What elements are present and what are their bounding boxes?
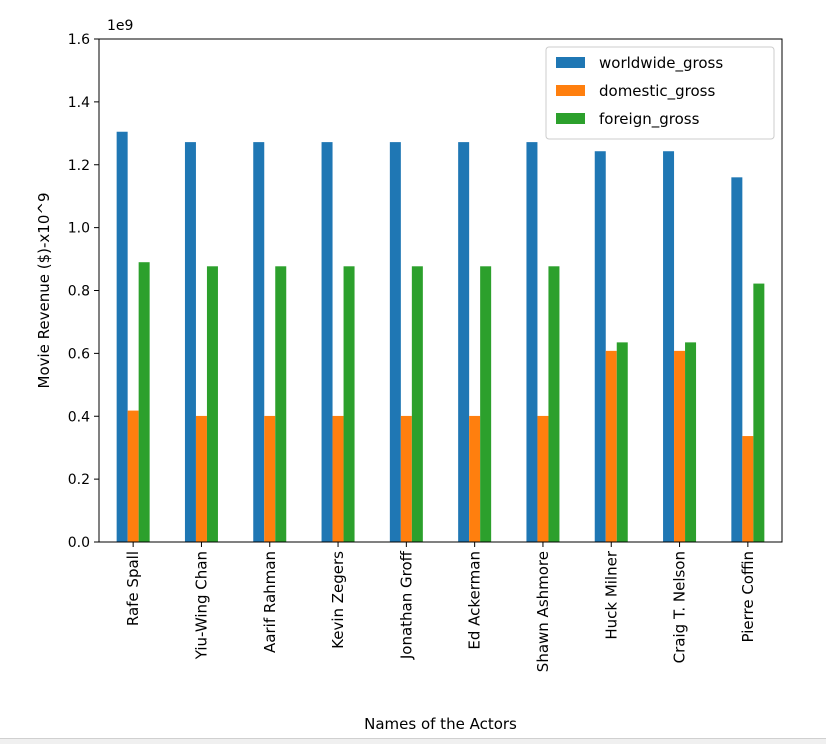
- y-tick-label: 0.4: [68, 409, 90, 425]
- bar-domestic-gross-1: [195, 415, 207, 542]
- y-tick-label: 0.6: [68, 346, 90, 362]
- legend-swatch-foreign-gross: [556, 113, 585, 124]
- legend-label-worldwide-gross: worldwide_gross: [599, 54, 723, 73]
- legend-label-foreign-gross: foreign_gross: [599, 110, 700, 129]
- y-tick-label: 1.0: [68, 221, 90, 237]
- y-tick-label: 0.0: [68, 535, 90, 551]
- bar-domestic-gross-7: [605, 350, 617, 542]
- x-tick-label: Huck Milner: [602, 550, 620, 640]
- legend-swatch-domestic-gross: [556, 85, 585, 96]
- x-tick-label: Rafe Spall: [124, 551, 142, 626]
- x-axis: Rafe Spall Yiu-Wing Chan Aarif Rahman Kevin…: [124, 542, 757, 672]
- x-tick-label: Ed Ackerman: [466, 551, 484, 650]
- bar-domestic-gross-0: [127, 410, 139, 542]
- x-tick-label: Pierre Coffin: [739, 551, 757, 643]
- bar-foreign-gross-4: [411, 266, 423, 542]
- y-tick-label: 0.2: [68, 472, 90, 488]
- window-bottom-edge: [0, 738, 826, 744]
- x-tick-label: Shawn Ashmore: [534, 551, 552, 672]
- bar-worldwide-gross-7: [594, 151, 606, 542]
- bar-foreign-gross-6: [548, 266, 560, 542]
- bar-domestic-gross-3: [332, 415, 344, 542]
- x-tick-label: Jonathan Groff: [397, 550, 415, 660]
- y-tick-label: 1.6: [68, 32, 90, 48]
- bar-domestic-gross-2: [264, 415, 276, 542]
- y-axis: 0.0 0.2 0.4 0.6 0.8 1.0 1.2 1.4 1.6: [68, 32, 99, 551]
- bar-domestic-gross-4: [400, 415, 412, 542]
- x-tick-label: Kevin Zegers: [329, 551, 347, 649]
- bar-worldwide-gross-0: [116, 131, 128, 542]
- bar-worldwide-gross-1: [184, 142, 196, 543]
- legend-swatch-worldwide-gross: [556, 57, 585, 68]
- bar-domestic-gross-8: [674, 350, 686, 542]
- bar-worldwide-gross-9: [731, 177, 743, 542]
- bar-worldwide-gross-3: [321, 142, 333, 543]
- bar-worldwide-gross-6: [526, 142, 538, 543]
- legend-label-domestic-gross: domestic_gross: [599, 82, 716, 101]
- bars-group: [116, 131, 765, 543]
- x-tick-label: Craig T. Nelson: [671, 551, 689, 663]
- bar-foreign-gross-8: [685, 342, 697, 542]
- y-tick-label: 1.4: [68, 95, 90, 111]
- bar-foreign-gross-7: [616, 342, 628, 542]
- x-tick-label: Aarif Rahman: [261, 551, 279, 653]
- bar-worldwide-gross-8: [663, 151, 675, 542]
- bar-foreign-gross-1: [206, 266, 218, 542]
- plot-frame: [98, 38, 783, 543]
- bar-foreign-gross-3: [343, 266, 355, 542]
- y-offset-text: 1e9: [107, 18, 133, 34]
- bar-foreign-gross-5: [480, 266, 492, 542]
- bar-foreign-gross-2: [275, 266, 287, 542]
- bar-domestic-gross-5: [469, 415, 481, 542]
- x-axis-label: Names of the Actors: [364, 715, 517, 733]
- bar-domestic-gross-9: [742, 436, 754, 542]
- x-tick-label: Yiu-Wing Chan: [192, 551, 210, 660]
- y-tick-label: 1.2: [68, 158, 90, 174]
- y-axis-label: Movie Revenue ($)-x10^9: [35, 193, 53, 389]
- bar-worldwide-gross-5: [458, 142, 470, 543]
- bar-domestic-gross-6: [537, 415, 549, 542]
- bar-foreign-gross-0: [138, 262, 150, 542]
- legend-frame: [545, 46, 775, 140]
- bar-foreign-gross-9: [753, 283, 765, 542]
- bar-worldwide-gross-2: [253, 142, 265, 543]
- bar-worldwide-gross-4: [389, 142, 401, 543]
- y-tick-label: 0.8: [68, 284, 90, 300]
- legend: worldwide_gross domestic_gross foreign_gro…: [545, 46, 775, 140]
